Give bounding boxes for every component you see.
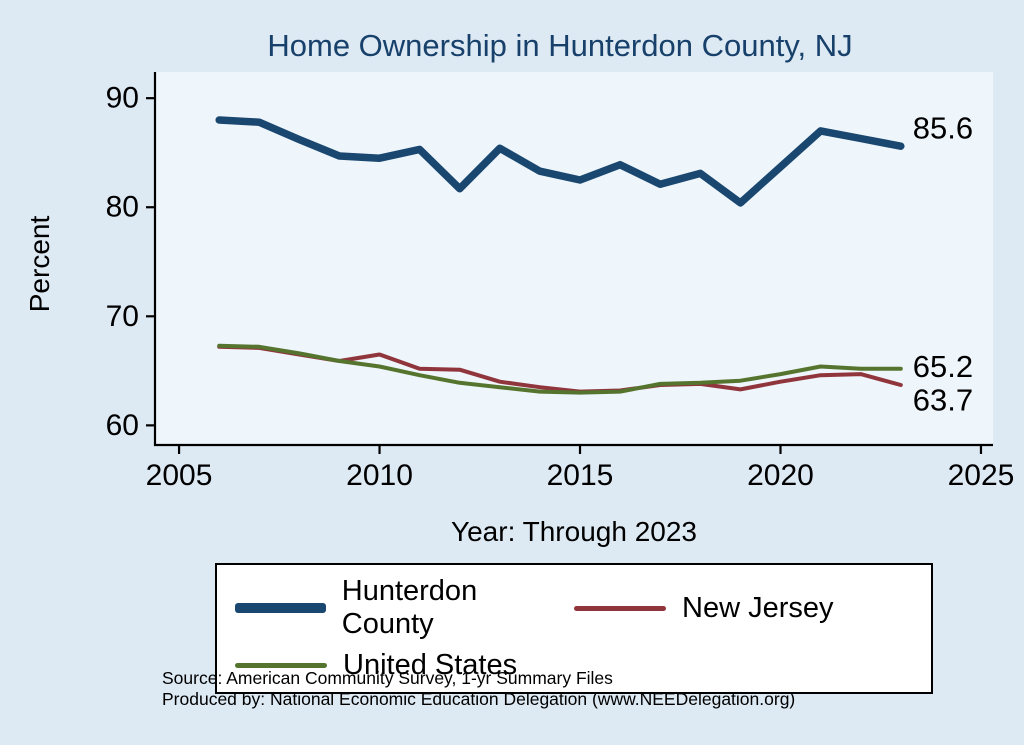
legend-item-united-states: United States: [235, 649, 574, 682]
legend-label-united-states: United States: [343, 649, 518, 681]
series-line-hunterdon-county: [215, 116, 905, 207]
end-label-new-jersey: 63.7: [913, 383, 973, 418]
legend-label-new-jersey: New Jersey: [682, 591, 834, 624]
source-line-1: Source: American Community Survey, 1-yr …: [162, 668, 613, 688]
legend-item-hunterdon-county: Hunterdon County: [235, 575, 574, 641]
x-axis-label: Year: Through 2023: [451, 516, 697, 547]
series-line-united-states: [217, 343, 903, 395]
end-label-hunterdon-county: 85.6: [913, 111, 973, 146]
x-tick-label: 2005: [146, 459, 213, 492]
source-notes: Source: American Community Survey, 1-yr …: [162, 668, 992, 711]
x-tick-label: 2010: [346, 459, 413, 492]
legend: Hunterdon County New Jersey United States: [215, 563, 933, 694]
y-tick-label: 80: [106, 191, 139, 224]
legend-swatch-united-states: [235, 663, 327, 668]
axis-lines: [153, 72, 993, 447]
x-tick-label: 2025: [948, 459, 1015, 492]
y-tick-label: 70: [106, 300, 139, 333]
x-tick-label: 2020: [747, 459, 814, 492]
y-tick-label: 60: [106, 409, 139, 442]
legend-swatch-hunterdon-county: [235, 603, 326, 613]
y-tick-label: 90: [106, 82, 139, 115]
end-label-united-states: 65.2: [913, 349, 973, 384]
source-line-2: Produced by: National Economic Education…: [162, 689, 796, 710]
legend-swatch-new-jersey: [574, 605, 666, 611]
legend-item-new-jersey: New Jersey: [574, 575, 913, 641]
x-tick-label: 2015: [547, 459, 614, 492]
chart-title: Home Ownership in Hunterdon County, NJ: [267, 28, 853, 63]
legend-label-hunterdon-county: Hunterdon County: [341, 575, 478, 640]
